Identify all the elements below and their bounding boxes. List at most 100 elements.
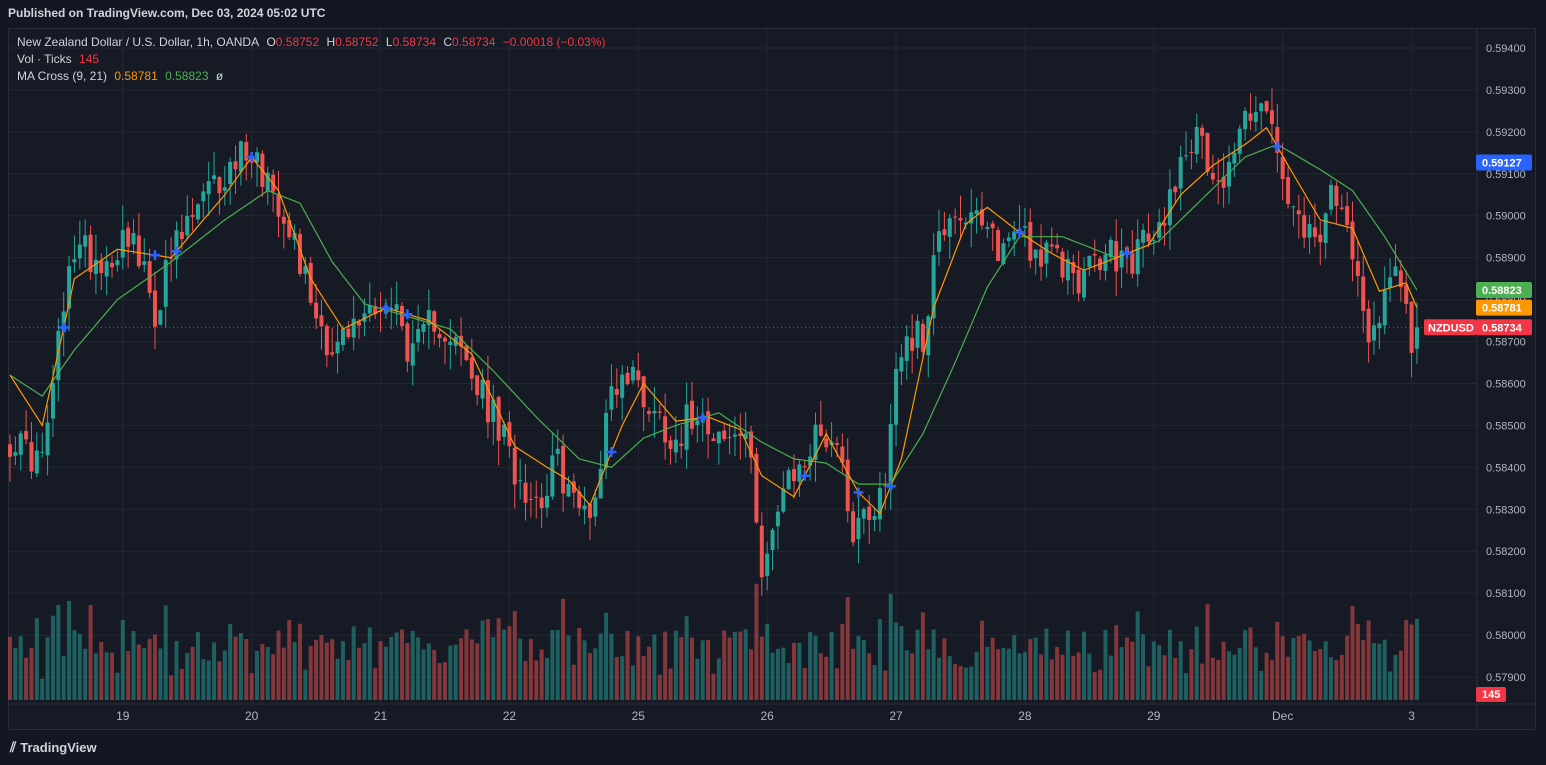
- cross-marker: [1014, 227, 1025, 238]
- legend-row-volume[interactable]: Vol · Ticks 145: [17, 52, 103, 66]
- candle-body: [432, 311, 437, 332]
- candle-body: [77, 244, 82, 259]
- candle-body: [749, 431, 754, 458]
- volume-bar: [775, 648, 780, 700]
- candle-body: [1393, 266, 1398, 276]
- candle-body: [185, 215, 190, 236]
- volume-bar: [539, 649, 544, 700]
- candle-body: [120, 230, 125, 258]
- volume-bar: [1302, 633, 1307, 700]
- candle-body: [1210, 172, 1215, 180]
- candle-body: [539, 497, 544, 508]
- volume-bar: [1345, 635, 1350, 700]
- volume-bar: [953, 663, 958, 700]
- chart-frame[interactable]: [8, 28, 1536, 730]
- volume-bar: [851, 648, 856, 700]
- volume-bar: [1184, 673, 1189, 700]
- candle-body: [818, 424, 823, 436]
- volume-bar: [83, 648, 88, 700]
- candle-body: [459, 335, 464, 347]
- legend-h-label: H: [326, 35, 336, 49]
- candle-body: [1162, 223, 1167, 226]
- volume-bar: [276, 630, 281, 700]
- volume-bar: [668, 668, 673, 700]
- volume-bar: [152, 634, 157, 700]
- volume-bar: [1334, 660, 1339, 700]
- volume-bar: [1178, 641, 1183, 700]
- volume-bar: [67, 600, 72, 700]
- candle-body: [1377, 323, 1382, 329]
- candle-body: [335, 341, 340, 354]
- published-caption: Published on TradingView.com, Dec 03, 20…: [8, 6, 326, 20]
- y-tick-label: 0.59400: [1486, 43, 1526, 55]
- candle-body: [1135, 239, 1140, 275]
- volume-bar: [308, 646, 313, 700]
- y-tick-label: 0.57900: [1486, 672, 1526, 684]
- candle-body: [426, 310, 431, 326]
- volume-bars: [8, 583, 1419, 700]
- candle-body: [222, 187, 227, 191]
- volume-bar: [641, 656, 646, 700]
- candle-body: [45, 422, 50, 456]
- candle-body: [314, 302, 319, 319]
- ma-cross-markers: [58, 141, 1283, 498]
- candle-body: [292, 232, 297, 240]
- volume-bar: [459, 638, 464, 700]
- candle-body: [754, 453, 759, 523]
- price-axis-label: 0.58781: [1476, 299, 1532, 316]
- candle-body: [61, 311, 66, 333]
- cross-marker: [697, 412, 708, 423]
- candle-body: [1087, 255, 1092, 267]
- volume-bar: [480, 620, 485, 700]
- candle-body: [152, 290, 157, 327]
- candle-body: [330, 352, 335, 355]
- volume-bar: [1087, 653, 1092, 700]
- volume-bar: [1082, 631, 1086, 700]
- volume-bar: [555, 630, 560, 700]
- candle-body: [287, 220, 292, 238]
- x-tick-label: 21: [374, 709, 388, 723]
- volume-bar: [883, 670, 888, 700]
- cross-marker: [606, 446, 617, 457]
- volume-bar: [1151, 641, 1156, 700]
- candle-body: [303, 266, 308, 274]
- candle-body: [480, 379, 485, 399]
- candle-body: [1146, 233, 1151, 242]
- volume-bar: [201, 659, 206, 700]
- candle-body: [636, 370, 641, 381]
- volume-bar: [378, 641, 383, 700]
- candle-body: [534, 496, 539, 498]
- volume-bar: [1355, 623, 1360, 700]
- cross-marker: [1272, 141, 1283, 152]
- candle-body: [93, 259, 98, 274]
- legend-row-price: New Zealand Dollar / U.S. Dollar, 1h, OA…: [17, 35, 610, 49]
- volume-label-box: [1476, 687, 1506, 702]
- volume-bar: [792, 642, 797, 700]
- candle-body: [1280, 156, 1285, 180]
- footer-brand[interactable]: ⫽ TradingView: [10, 739, 97, 756]
- candle-body: [786, 470, 791, 490]
- volume-bar: [732, 631, 737, 700]
- volume-bar: [507, 626, 512, 700]
- legend-row-ma[interactable]: MA Cross (9, 21) 0.58781 0.58823 ø: [17, 69, 227, 83]
- volume-bar: [292, 641, 297, 700]
- volume-bar: [190, 646, 195, 700]
- volume-bar: [523, 660, 528, 700]
- volume-bar: [894, 622, 899, 700]
- x-tick-label: 3: [1408, 709, 1415, 723]
- volume-bar: [233, 636, 238, 700]
- volume-bar: [383, 646, 388, 700]
- volume-bar: [1076, 652, 1081, 700]
- volume-bar: [727, 637, 732, 700]
- volume-bar: [700, 640, 705, 700]
- x-tick-label: 19: [116, 709, 130, 723]
- legend-symbol[interactable]: New Zealand Dollar / U.S. Dollar, 1h, OA…: [17, 35, 260, 49]
- volume-bar: [856, 635, 861, 700]
- volume-bar: [716, 658, 721, 700]
- candle-body: [195, 204, 200, 220]
- volume-bar: [1167, 629, 1172, 700]
- volume-bar: [985, 646, 990, 700]
- volume-bar: [722, 630, 727, 700]
- volume-bar: [448, 645, 453, 700]
